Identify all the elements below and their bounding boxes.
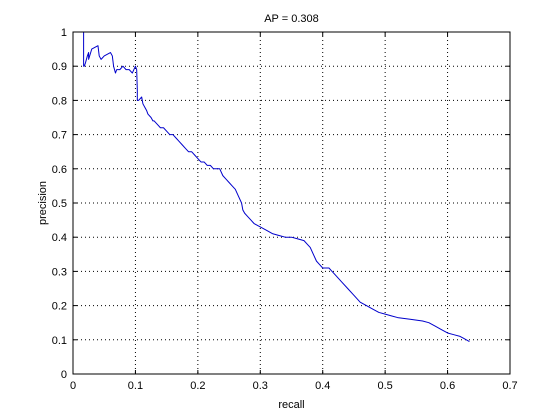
plot-area: [73, 32, 510, 374]
y-tick-label: 0.4: [52, 232, 67, 244]
grid: [73, 32, 510, 374]
x-tick-label: 0.7: [502, 380, 517, 392]
y-tick-label: 0.5: [52, 198, 67, 210]
x-axis-label: recall: [278, 399, 304, 411]
y-tick-label: 0.3: [52, 266, 67, 278]
x-tick-label: 0.3: [253, 380, 268, 392]
x-tick-label: 0.6: [440, 380, 455, 392]
x-tick-label: 0.5: [377, 380, 392, 392]
series-line-0: [83, 32, 470, 342]
x-tick-label: 0.1: [128, 380, 143, 392]
y-tick-label: 0.7: [52, 130, 67, 142]
y-tick-label: 0.9: [52, 61, 67, 73]
y-tick-label: 0.8: [52, 95, 67, 107]
tick-labels: 0 0.1 0.2 0.3 0.4 0.5 0.6 0.7 0 0.1 0.2 0.3 0.4 0.5 0.…: [52, 27, 518, 392]
y-tick-label: 0.2: [52, 301, 67, 313]
x-tick-label: 0.4: [315, 380, 330, 392]
x-tick-label: 0: [70, 380, 76, 392]
y-axis-label: precision: [37, 181, 49, 225]
y-tick-label: 0.1: [52, 335, 67, 347]
y-tick-label: 1: [61, 27, 67, 39]
plot-frame: [72, 31, 511, 375]
x-tick-label: 0.2: [190, 380, 205, 392]
series: [83, 32, 470, 342]
chart-title: AP = 0.308: [264, 13, 319, 25]
y-tick-label: 0.6: [52, 164, 67, 176]
y-tick-label: 0: [61, 369, 67, 381]
